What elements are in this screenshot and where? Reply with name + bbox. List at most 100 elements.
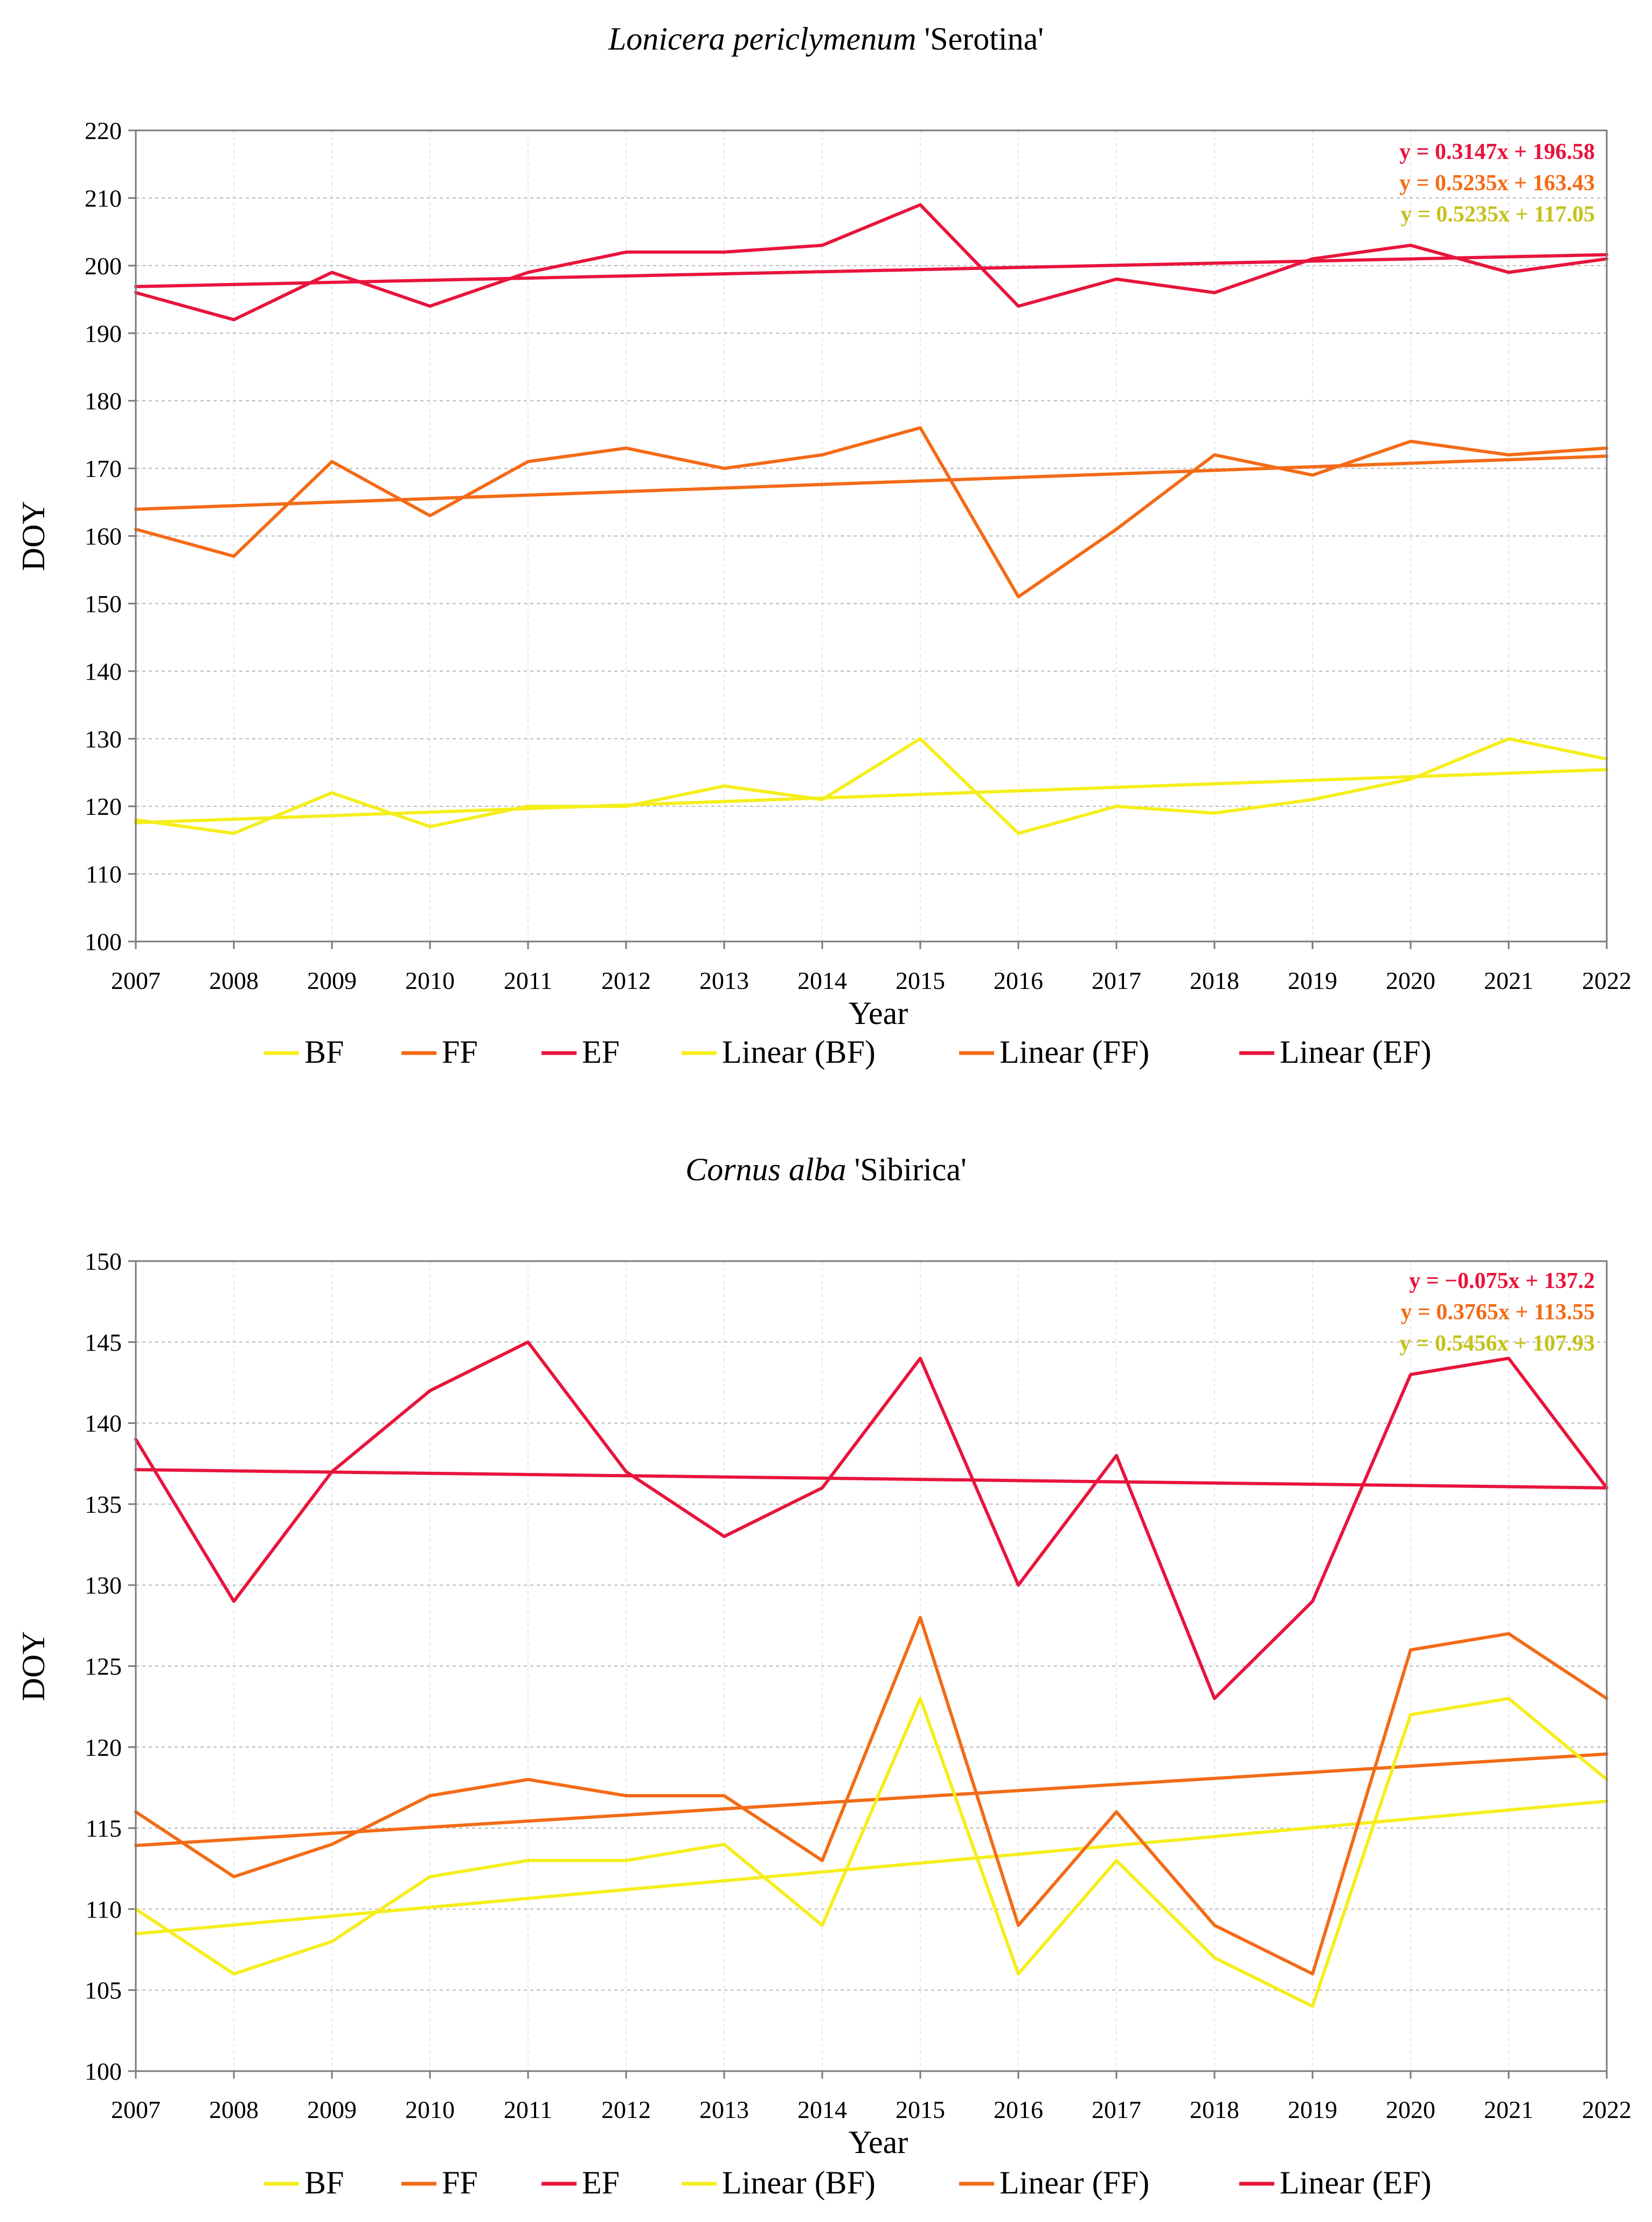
legend-label: Linear (FF) xyxy=(999,1034,1149,1070)
x-tick-label: 2009 xyxy=(307,967,357,994)
legend-label: BF xyxy=(304,2165,344,2200)
x-tick-label: 2018 xyxy=(1190,2096,1239,2123)
x-tick-label: 2007 xyxy=(111,2096,161,2123)
legend-label: EF xyxy=(582,2165,620,2200)
plot-area xyxy=(135,1260,1608,2072)
legend-label: Linear (BF) xyxy=(722,2165,876,2200)
chart-title: Cornus alba 'Sibirica' xyxy=(685,1152,967,1187)
y-tick-label: 130 xyxy=(85,1572,122,1599)
y-tick-label: 145 xyxy=(85,1328,122,1356)
trendline-linearbf xyxy=(134,768,1608,825)
y-tick-label: 190 xyxy=(85,320,122,347)
y-tick-label: 160 xyxy=(85,523,122,550)
x-tick-label: 2018 xyxy=(1190,967,1239,994)
plot-area xyxy=(135,129,1608,943)
y-tick-label: 200 xyxy=(85,252,122,280)
x-tick-label: 2015 xyxy=(896,2096,945,2123)
x-tick-label: 2016 xyxy=(994,967,1043,994)
x-tick-label: 2015 xyxy=(896,967,945,994)
trendline-equation: y = 0.5235x + 117.05 xyxy=(1400,202,1595,227)
trendline-equation: y = 0.3765x + 113.55 xyxy=(1400,1300,1595,1325)
x-tick-label: 2008 xyxy=(209,2096,259,2123)
legend-label: FF xyxy=(442,2165,478,2200)
x-tick-label: 2007 xyxy=(111,967,161,994)
trendline-equation: y = −0.075x + 137.2 xyxy=(1409,1269,1595,1293)
x-tick-label: 2020 xyxy=(1386,2096,1435,2123)
x-tick-label: 2014 xyxy=(797,967,847,994)
chart-title-rest: 'Sibirica' xyxy=(846,1152,967,1187)
y-tick-label: 220 xyxy=(85,117,122,144)
y-tick-label: 150 xyxy=(85,1248,122,1275)
x-tick-label: 2009 xyxy=(307,2096,357,2123)
series-line-ef xyxy=(134,1340,1608,1700)
x-tick-label: 2013 xyxy=(699,967,749,994)
trendline-linearff xyxy=(134,454,1608,511)
x-tick-label: 2017 xyxy=(1092,967,1141,994)
x-tick-label: 2017 xyxy=(1092,2096,1141,2123)
y-tick-label: 100 xyxy=(85,2058,122,2085)
legend-label: Linear (EF) xyxy=(1280,1034,1432,1070)
y-tick-label: 140 xyxy=(85,1410,122,1437)
chart-title-italic: Lonicera periclymenum xyxy=(608,21,917,57)
y-tick-label: 125 xyxy=(85,1653,122,1680)
y-tick-label: 150 xyxy=(85,590,122,618)
y-tick-label: 100 xyxy=(85,928,122,956)
trendline-equation: y = 0.5456x + 107.93 xyxy=(1399,1331,1595,1356)
x-tick-label: 2021 xyxy=(1484,967,1533,994)
y-tick-label: 135 xyxy=(85,1491,122,1518)
x-tick-label: 2014 xyxy=(797,2096,847,2123)
series-line-ff xyxy=(134,426,1608,599)
chart-title: Lonicera periclymenum 'Serotina' xyxy=(608,21,1044,57)
x-tick-label: 2008 xyxy=(209,967,259,994)
trendline-linearbf xyxy=(134,1799,1608,1936)
x-axis-title: Year xyxy=(849,2124,908,2160)
y-tick-label: 110 xyxy=(86,861,122,888)
trendline-linearff xyxy=(134,1752,1608,1847)
chart-title-italic: Cornus alba xyxy=(685,1152,846,1187)
y-tick-label: 120 xyxy=(85,1734,122,1761)
series-line-bf xyxy=(134,1697,1608,2008)
y-tick-label: 180 xyxy=(85,387,122,415)
x-tick-label: 2019 xyxy=(1288,967,1337,994)
x-tick-label: 2022 xyxy=(1582,2096,1632,2123)
legend-label: EF xyxy=(582,1034,620,1070)
chart-lonicera: Lonicera periclymenum 'Serotina' 100 110 12… xyxy=(16,21,1632,1070)
series-line-bf xyxy=(134,737,1608,835)
y-tick-label: 110 xyxy=(86,1895,122,1923)
y-tick-label: 140 xyxy=(85,657,122,685)
x-tick-label: 2010 xyxy=(405,967,455,994)
y-tick-label: 170 xyxy=(85,455,122,482)
legend-label: BF xyxy=(304,1034,344,1070)
legend-label: Linear (FF) xyxy=(999,2165,1149,2200)
legend-label: Linear (EF) xyxy=(1280,2165,1432,2200)
legend-label: Linear (BF) xyxy=(722,1034,876,1070)
x-tick-label: 2013 xyxy=(699,2096,749,2123)
x-tick-label: 2012 xyxy=(601,2096,651,2123)
x-tick-label: 2010 xyxy=(405,2096,455,2123)
series-line-ff xyxy=(134,1616,1608,1976)
trendline-equation: y = 0.5235x + 163.43 xyxy=(1399,171,1595,196)
x-tick-label: 2021 xyxy=(1484,2096,1533,2123)
y-tick-label: 105 xyxy=(85,1977,122,2004)
x-tick-label: 2012 xyxy=(601,967,651,994)
series-line-ef xyxy=(134,203,1608,322)
x-tick-label: 2019 xyxy=(1288,2096,1337,2123)
x-tick-label: 2016 xyxy=(994,2096,1043,2123)
y-axis-title: DOY xyxy=(16,1631,51,1701)
y-tick-label: 115 xyxy=(86,1815,122,1842)
chart-title-rest: 'Serotina' xyxy=(916,21,1044,57)
x-tick-label: 2011 xyxy=(504,2096,552,2123)
y-tick-label: 130 xyxy=(85,725,122,753)
trendline-linearef xyxy=(134,253,1608,288)
x-tick-label: 2020 xyxy=(1386,967,1435,994)
legend-label: FF xyxy=(442,1034,478,1070)
y-axis-title: DOY xyxy=(16,501,51,571)
chart-cornus: Cornus alba 'Sibirica' 100 105 110 115 120 125… xyxy=(16,1152,1632,2200)
y-tick-label: 210 xyxy=(85,184,122,212)
x-tick-label: 2022 xyxy=(1582,967,1632,994)
x-tick-label: 2011 xyxy=(504,967,552,994)
trendline-linearef xyxy=(134,1468,1608,1490)
trendline-equation: y = 0.3147x + 196.58 xyxy=(1399,140,1595,164)
y-tick-label: 120 xyxy=(85,793,122,820)
